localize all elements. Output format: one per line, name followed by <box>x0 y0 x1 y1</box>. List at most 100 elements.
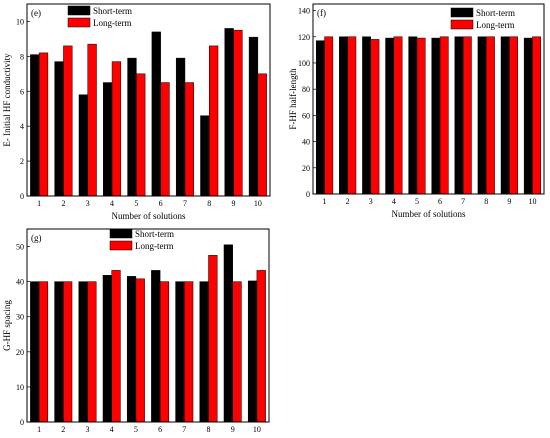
y-tick-label: 0 <box>306 190 310 199</box>
bar-f-short-term-4 <box>385 37 395 195</box>
bar-g-short-term-8 <box>199 281 209 423</box>
bar-g-short-term-5 <box>126 276 137 423</box>
y-axis-label: F-HF half-length <box>288 68 298 130</box>
x-tick-label: 10 <box>254 199 262 208</box>
x-tick-label: 3 <box>86 199 90 208</box>
bar-f-long-term-5 <box>416 37 426 195</box>
legend-label-short-term: Short-term <box>476 8 515 18</box>
bar-g-long-term-1 <box>38 281 49 423</box>
panel-label: (e) <box>31 8 41 18</box>
x-tick-label: 10 <box>528 197 536 206</box>
bar-g-short-term-2 <box>54 281 64 423</box>
bar-g-short-term-1 <box>30 281 40 423</box>
bar-f-long-term-6 <box>439 36 449 195</box>
y-tick-label: 10 <box>16 383 24 392</box>
y-tick-label: 100 <box>298 59 310 68</box>
x-tick-label: 1 <box>37 199 41 208</box>
bar-e-long-term-6 <box>160 82 170 197</box>
bar-f-long-term-9 <box>509 36 518 195</box>
panel-label: (f) <box>317 8 326 18</box>
bar-g-long-term-5 <box>135 278 145 423</box>
bar-e-long-term-1 <box>38 52 49 197</box>
y-tick-label: 40 <box>16 278 24 287</box>
plot-frame <box>26 228 270 423</box>
bar-e-long-term-2 <box>63 45 73 197</box>
x-axis-label: Number of solutions <box>392 209 466 219</box>
y-tick-label: 20 <box>302 164 310 173</box>
bar-f-long-term-4 <box>393 36 403 195</box>
legend-swatch-short-term <box>109 228 133 239</box>
bar-e-short-term-2 <box>54 61 64 197</box>
bar-e-short-term-6 <box>151 31 161 197</box>
chart-panel-e: 1 2 3 4 5 6 7 8 9 10 0 2 4 6 8 10 (e) Number of solutions… <box>2 3 271 221</box>
bar-e-long-term-9 <box>233 29 243 197</box>
legend-label-long-term: Long-term <box>476 20 515 30</box>
x-tick-label: 6 <box>158 425 162 434</box>
bar-g-long-term-6 <box>159 281 170 423</box>
bar-g-long-term-7 <box>184 281 194 423</box>
x-tick-label: 9 <box>231 425 235 434</box>
bar-e-short-term-1 <box>30 54 40 197</box>
bar-g-short-term-4 <box>102 275 112 423</box>
bar-f-long-term-8 <box>486 36 495 195</box>
y-tick-label: 2 <box>20 157 24 166</box>
bar-e-long-term-7 <box>184 82 194 197</box>
x-tick-label: 6 <box>159 199 163 208</box>
x-tick-label: 7 <box>182 425 186 434</box>
legend-label-long-term: Long-term <box>93 18 132 28</box>
y-tick-label: 0 <box>20 418 24 427</box>
x-tick-label: 5 <box>134 199 138 208</box>
bar-f-short-term-1 <box>315 40 325 195</box>
x-tick-label: 8 <box>207 199 211 208</box>
x-tick-label: 2 <box>346 197 350 206</box>
bar-g-long-term-4 <box>111 270 121 423</box>
bar-f-short-term-3 <box>362 36 371 195</box>
bar-e-short-term-10 <box>248 36 259 197</box>
bar-f-long-term-3 <box>370 39 380 195</box>
bar-g-short-term-6 <box>151 270 161 423</box>
y-axis-label: E- Initial HF conductivity <box>2 53 12 147</box>
bar-f-short-term-10 <box>523 37 533 195</box>
x-tick-label: 1 <box>37 425 41 434</box>
x-axis-label: Number of solutions <box>112 211 186 221</box>
x-tick-label: 10 <box>253 425 261 434</box>
x-tick-label: 5 <box>134 425 138 434</box>
legend: Short-term Long-term <box>67 5 132 28</box>
bar-g-short-term-7 <box>175 281 185 423</box>
legend-swatch-short-term <box>67 5 91 16</box>
y-tick-label: 8 <box>20 52 24 61</box>
bar-e-long-term-5 <box>136 73 146 197</box>
x-tick-label: 3 <box>369 197 373 206</box>
panel-label: (g) <box>31 233 42 243</box>
bar-e-long-term-10 <box>257 73 267 197</box>
plot-frame <box>26 3 271 197</box>
x-tick-label: 4 <box>110 199 114 208</box>
bar-f-short-term-7 <box>454 36 464 195</box>
y-tick-label: 140 <box>298 7 310 16</box>
bar-g-long-term-10 <box>256 270 266 423</box>
bar-f-long-term-10 <box>532 36 542 195</box>
bar-f-short-term-2 <box>339 36 348 195</box>
y-tick-label: 30 <box>16 313 24 322</box>
x-tick-label: 9 <box>232 199 236 208</box>
y-axis-label: G-HF spacing <box>2 300 12 351</box>
x-tick-label: 8 <box>207 425 211 434</box>
bar-f-long-term-1 <box>324 36 334 195</box>
bar-g-long-term-9 <box>232 281 242 423</box>
bar-g-short-term-9 <box>223 244 233 423</box>
bar-e-short-term-5 <box>127 57 137 197</box>
bar-e-long-term-8 <box>209 45 219 197</box>
legend-swatch-long-term <box>450 19 474 30</box>
legend: Short-term Long-term <box>450 7 515 30</box>
bar-f-short-term-5 <box>408 36 418 195</box>
y-tick-label: 0 <box>20 192 24 201</box>
bar-g-short-term-3 <box>78 281 88 423</box>
x-tick-label: 1 <box>323 197 327 206</box>
legend-label-short-term: Short-term <box>93 6 132 16</box>
legend-swatch-short-term <box>450 7 474 18</box>
bar-e-long-term-3 <box>87 43 97 197</box>
y-tick-label: 80 <box>302 85 310 94</box>
bar-e-short-term-8 <box>200 115 210 197</box>
x-tick-label: 8 <box>484 197 488 206</box>
